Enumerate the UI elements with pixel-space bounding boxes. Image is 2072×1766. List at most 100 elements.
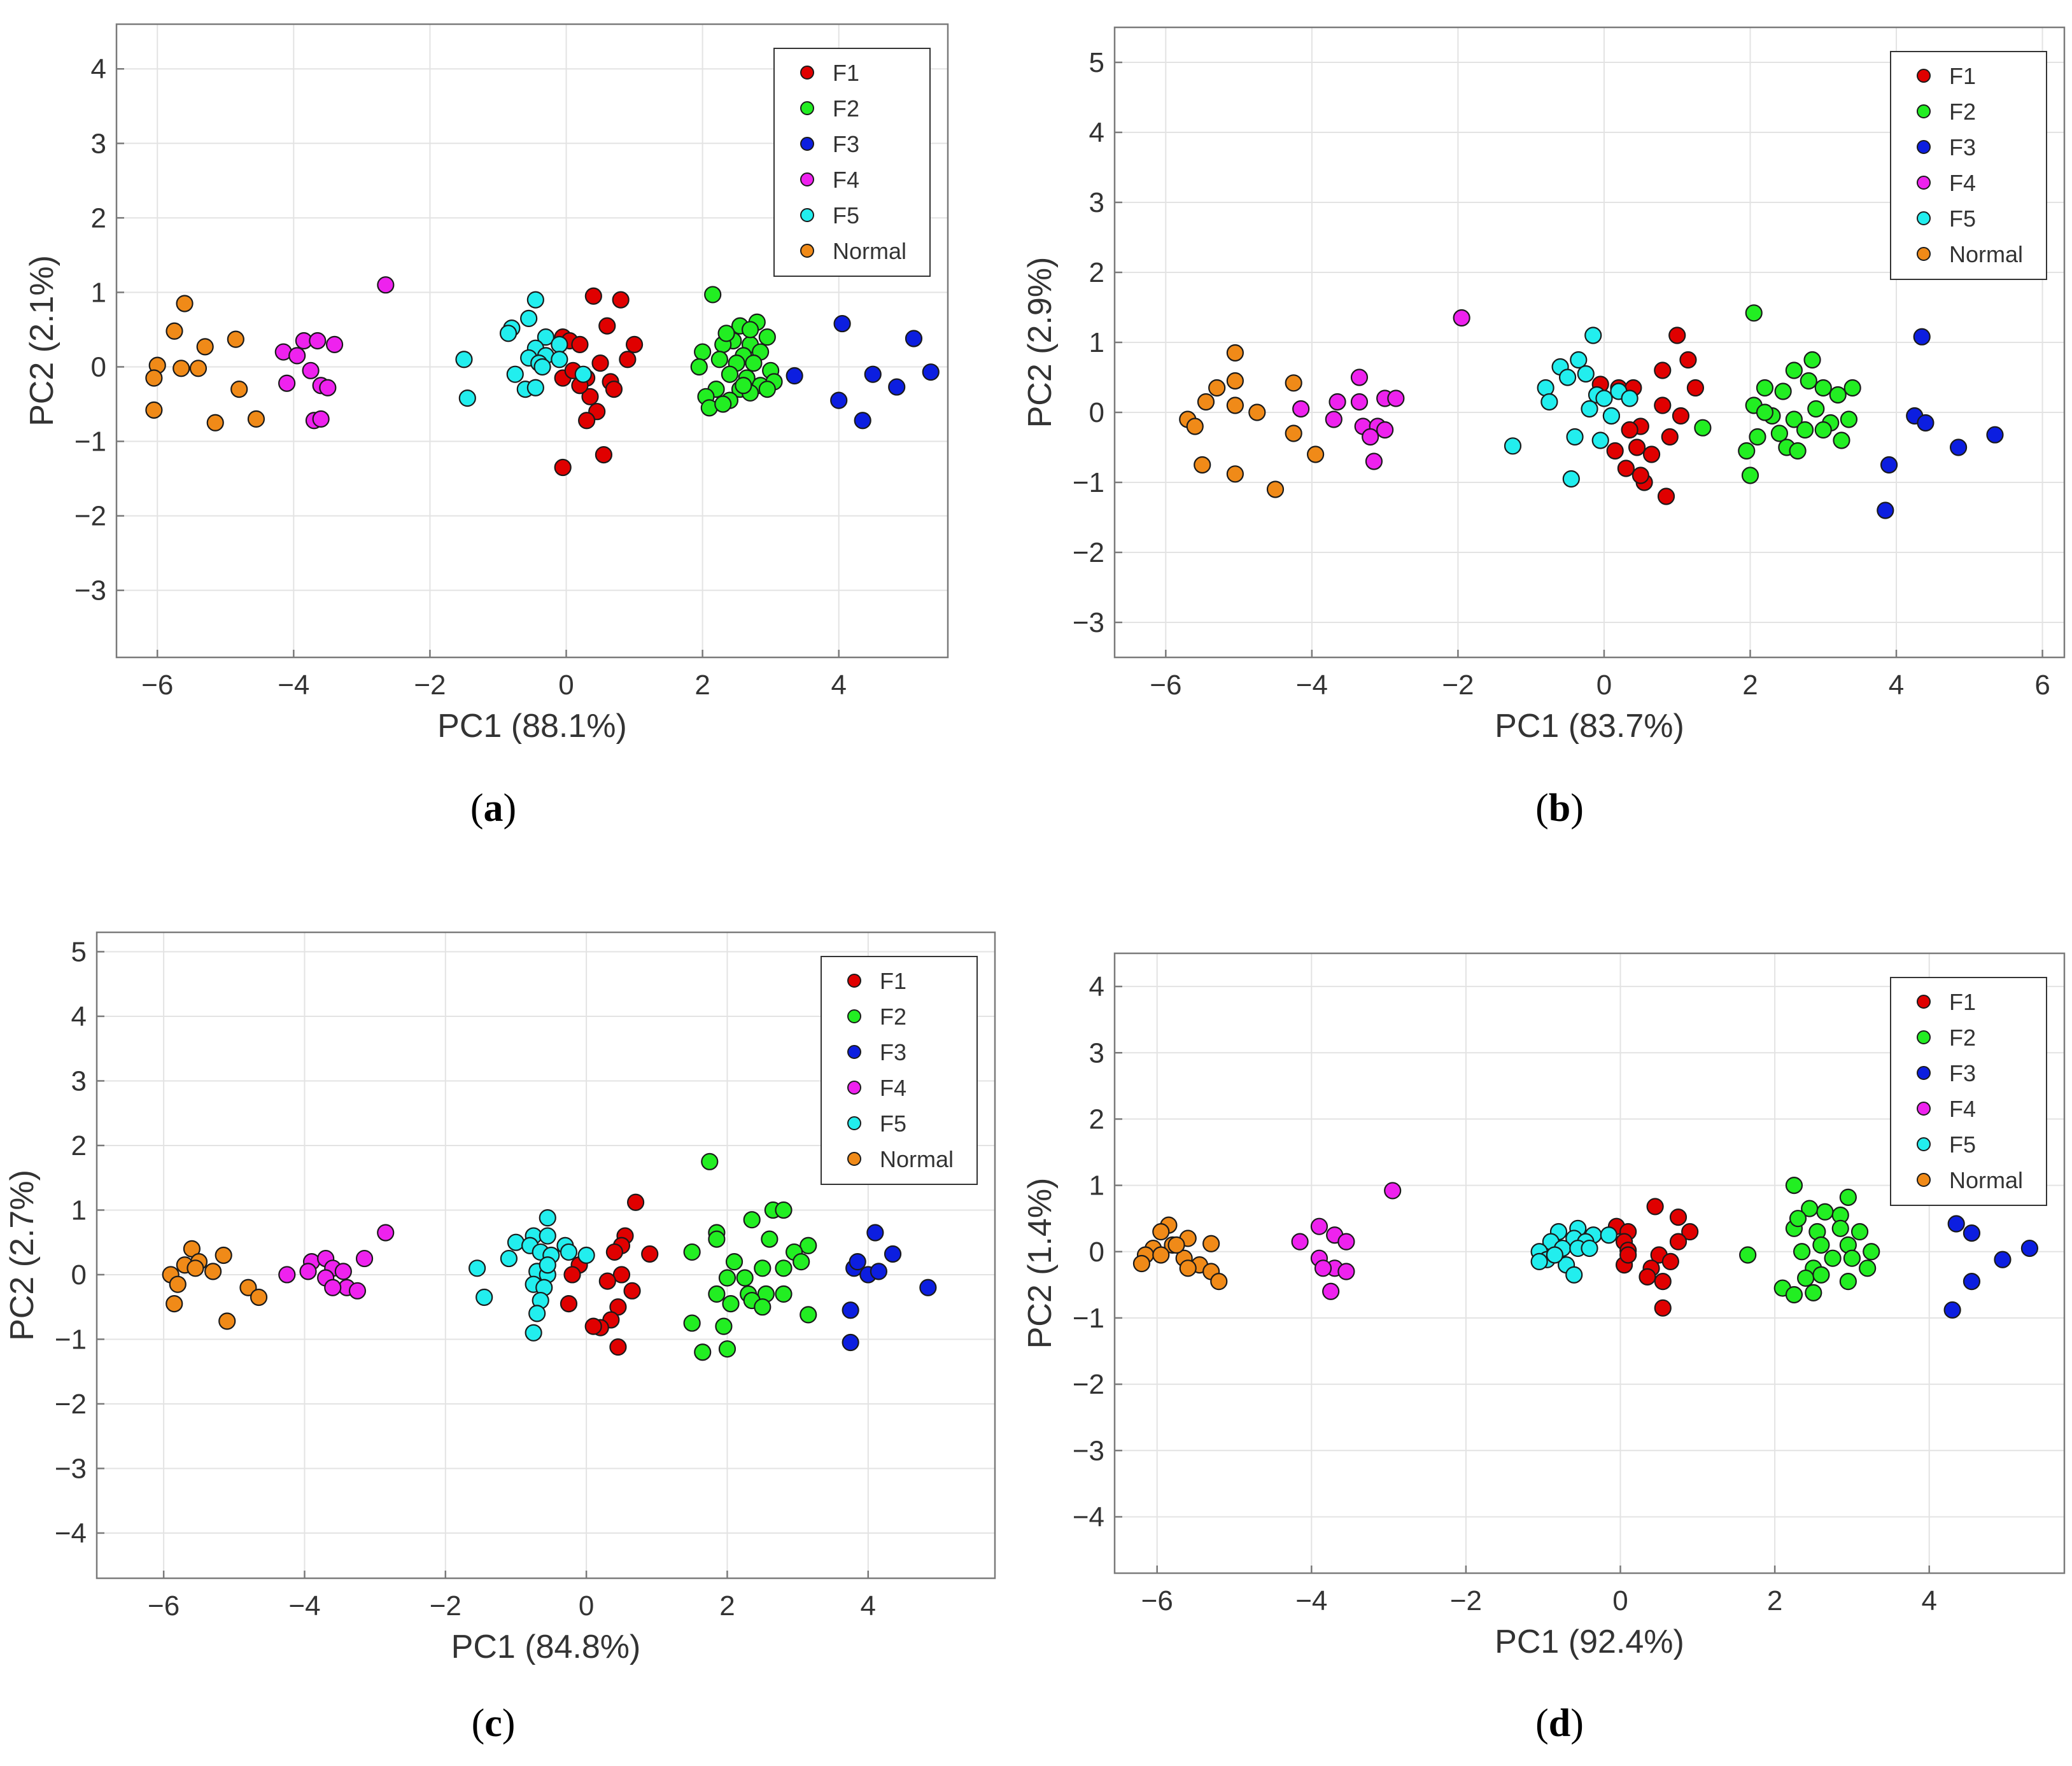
- legend-marker-f5: [1917, 1137, 1931, 1151]
- point-normal: [1307, 445, 1325, 463]
- point-f5: [574, 365, 592, 383]
- point-f2: [735, 377, 752, 395]
- point-f2: [1816, 1203, 1834, 1221]
- point-f2: [758, 380, 776, 398]
- point-f1: [1668, 326, 1686, 344]
- point-f2: [1796, 421, 1814, 439]
- point-f2: [761, 1230, 779, 1248]
- x-axis-label: PC1 (83.7%): [1495, 708, 1684, 745]
- point-f1: [612, 291, 630, 309]
- point-f1: [1654, 1273, 1672, 1291]
- x-tick-label: −6: [1141, 1585, 1173, 1616]
- point-f1: [1639, 1268, 1656, 1286]
- point-f2: [1805, 1284, 1822, 1301]
- point-f2: [754, 1298, 772, 1316]
- point-f4: [348, 1282, 367, 1300]
- point-f4: [319, 379, 337, 396]
- point-f5: [1577, 365, 1595, 383]
- point-f5: [1584, 326, 1602, 344]
- x-tick-label: −2: [1442, 669, 1474, 701]
- legend-label-normal: Normal: [1949, 241, 2023, 267]
- legend-marker-f4: [847, 1081, 861, 1095]
- y-tick-label: −3: [74, 575, 106, 606]
- x-axis-label: PC1 (88.1%): [437, 708, 627, 745]
- point-normal: [189, 360, 208, 377]
- legend-marker-normal: [1917, 247, 1931, 261]
- y-tick-label: −1: [55, 1324, 87, 1355]
- y-tick-label: 0: [91, 351, 106, 382]
- point-normal: [206, 414, 224, 431]
- y-tick-label: 3: [1089, 1037, 1104, 1069]
- y-tick-label: 2: [1089, 1104, 1104, 1135]
- point-normal: [1285, 424, 1302, 442]
- chart-panel-b: −6 −4 −2 0 2 4 6 −3 −2 −1 0 1 2 3 4 5 PC1 (83.7%) PC2 (2.…: [1022, 26, 2066, 830]
- point-f4: [1291, 1233, 1309, 1251]
- point-f2: [1839, 1273, 1857, 1291]
- point-f4: [278, 374, 296, 392]
- point-f2: [800, 1306, 817, 1324]
- plot-frame: [1113, 952, 2066, 1574]
- panel-caption: (c): [472, 1702, 516, 1745]
- point-f2: [775, 1201, 793, 1219]
- legend-marker-f3: [1917, 140, 1931, 154]
- point-f3: [905, 330, 923, 347]
- point-f5: [1581, 1239, 1598, 1258]
- point-normal: [1179, 1259, 1197, 1277]
- point-f3: [870, 1263, 888, 1280]
- legend-label-normal: Normal: [833, 238, 906, 264]
- plot-frame: [115, 23, 949, 659]
- point-f5: [528, 1305, 546, 1322]
- point-f2: [1840, 410, 1858, 428]
- point-f2: [683, 1314, 701, 1332]
- x-tick-label: 4: [1889, 669, 1904, 701]
- point-f5: [560, 1243, 578, 1261]
- point-f4: [377, 276, 395, 294]
- y-tick-label: −2: [55, 1389, 87, 1420]
- point-f5: [507, 1233, 525, 1251]
- legend-label-f4: F4: [880, 1075, 906, 1101]
- point-f5: [1565, 1266, 1583, 1284]
- point-f4: [1350, 368, 1369, 386]
- point-normal: [247, 410, 265, 428]
- point-normal: [1226, 396, 1244, 414]
- point-f2: [1803, 351, 1821, 369]
- point-f4: [1362, 428, 1379, 446]
- y-tick-label: −4: [1073, 1501, 1104, 1532]
- legend-label-f3: F3: [833, 131, 859, 157]
- legend-marker-f1: [800, 66, 814, 80]
- point-f2: [683, 1243, 701, 1261]
- point-normal: [1285, 374, 1302, 392]
- point-f4: [1328, 393, 1346, 411]
- point-f2: [741, 321, 759, 339]
- legend-marker-normal: [1917, 1173, 1931, 1187]
- point-normal: [187, 1259, 204, 1277]
- y-tick-label: 1: [71, 1195, 87, 1226]
- legend: F1 F2 F3 F4 F5 Normal: [773, 48, 931, 277]
- point-f2: [1807, 400, 1825, 418]
- point-f3: [842, 1333, 859, 1352]
- point-f3: [864, 365, 882, 383]
- x-tick-label: −4: [1295, 1585, 1327, 1616]
- point-f2: [704, 286, 722, 304]
- point-f1: [1646, 1198, 1664, 1216]
- point-f1: [1669, 1233, 1688, 1251]
- y-tick-label: 4: [71, 1001, 87, 1032]
- legend-label-f5: F5: [1949, 1132, 1976, 1158]
- x-tick-label: −2: [414, 669, 446, 701]
- point-f5: [1504, 437, 1522, 455]
- point-f1: [571, 335, 589, 353]
- legend-label-normal: Normal: [880, 1146, 954, 1172]
- panel-caption: (d): [1535, 1702, 1584, 1745]
- point-f2: [1739, 1246, 1757, 1264]
- point-f1: [612, 1266, 631, 1284]
- plot-frame: [95, 931, 996, 1580]
- point-f4: [1337, 1233, 1355, 1251]
- point-f3: [1877, 501, 1894, 519]
- point-normal: [1197, 393, 1215, 411]
- point-f3: [1913, 328, 1931, 346]
- point-f1: [1617, 459, 1635, 477]
- y-tick-label: 2: [71, 1130, 87, 1161]
- legend-marker-f2: [1917, 1030, 1931, 1044]
- point-f1: [1654, 361, 1672, 379]
- point-f5: [520, 309, 538, 327]
